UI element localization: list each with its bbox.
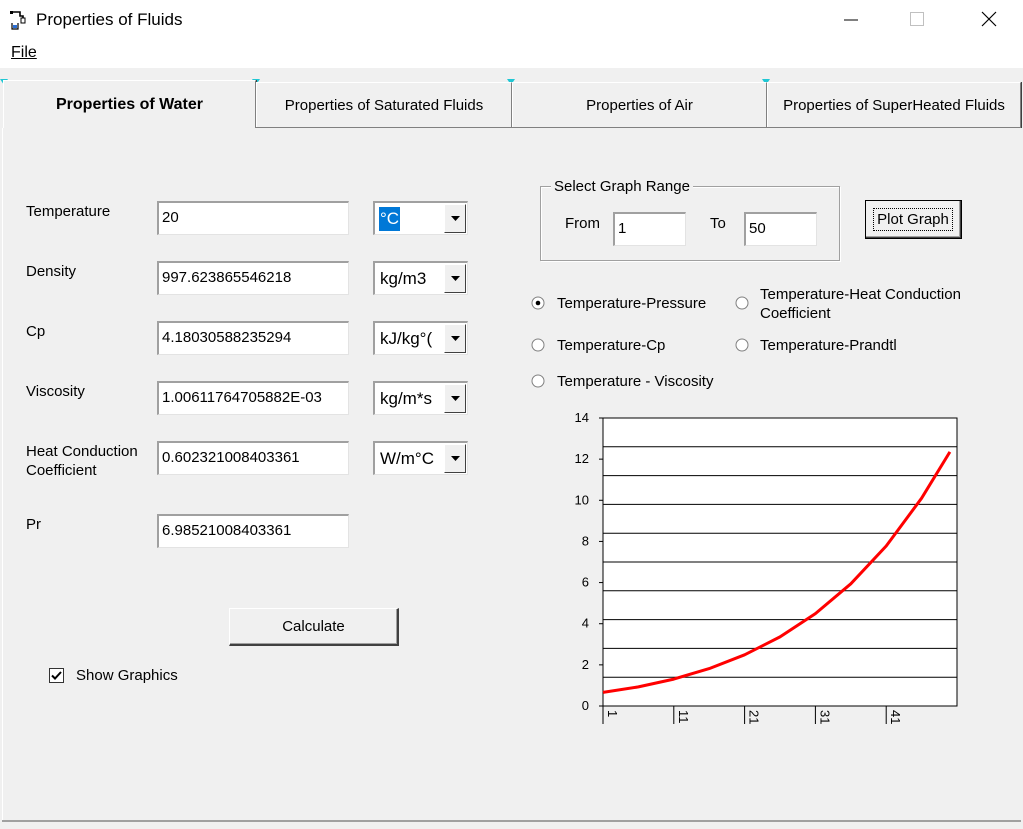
x-tick-label: 41 [888, 710, 903, 724]
window-title: Properties of Fluids [36, 10, 183, 29]
calculate-button-label: Calculate [282, 618, 345, 635]
y-tick-label: 2 [582, 657, 589, 672]
radio-temperature-prandtl-label: Temperature-Prandtl [760, 337, 897, 354]
x-tick-label: 31 [817, 710, 832, 724]
chevron-down-icon [451, 456, 460, 461]
pr-label: Pr [26, 516, 41, 533]
x-tick-label: 1 [605, 710, 620, 717]
heat-conduction-input[interactable]: 0.602321008403361 [157, 441, 349, 475]
y-tick-label: 0 [582, 698, 589, 713]
x-tick-label: 11 [676, 710, 691, 724]
cp-input[interactable]: 4.18030588235294 [157, 321, 349, 355]
tab-properties-of-saturated-fluids[interactable]: Properties of Saturated Fluids [256, 82, 512, 128]
density-unit-select[interactable]: kg/m3 [373, 261, 468, 295]
checkmark-icon [51, 671, 62, 680]
show-graphics-checkbox[interactable] [49, 668, 64, 683]
x-tick-label: 21 [747, 710, 762, 724]
pr-input[interactable]: 6.98521008403361 [157, 514, 349, 548]
tab-label: Properties of Saturated Fluids [284, 97, 484, 114]
radio-temperature-cp[interactable] [531, 338, 545, 352]
tab-label: Properties of Water [56, 95, 203, 113]
title-bar: Properties of Fluids [0, 0, 1023, 40]
y-tick-label: 4 [582, 616, 589, 631]
app-icon [10, 11, 26, 30]
heat-conduction-unit-value: W/m°C [380, 449, 435, 468]
density-unit-value: kg/m3 [380, 269, 427, 288]
temperature-unit-select[interactable]: °C [373, 201, 468, 235]
maximize-icon [910, 12, 924, 26]
maximize-button[interactable] [894, 0, 940, 40]
heat-conduction-label-line2: Coefficient [26, 462, 97, 479]
temperature-label: Temperature [26, 203, 111, 220]
series-line [602, 451, 952, 694]
radio-temperature-heat-conduction[interactable] [735, 296, 749, 310]
dropdown-button[interactable] [444, 324, 466, 353]
radio-label-line1: Temperature-Heat Conduction [760, 286, 961, 303]
dropdown-button[interactable] [444, 204, 466, 233]
plot-graph-button[interactable]: Plot Graph [865, 200, 962, 239]
heat-conduction-unit-select[interactable]: W/m°C [373, 441, 468, 475]
page-border [2, 820, 1021, 822]
from-input[interactable]: 1 [613, 212, 686, 246]
radio-temperature-prandtl[interactable] [735, 338, 749, 352]
viscosity-input[interactable]: 1.00611764705882E-03 [157, 381, 349, 415]
y-tick-label: 12 [575, 451, 589, 466]
viscosity-unit-select[interactable]: kg/m*s [373, 381, 468, 415]
plot-graph-button-label: Plot Graph [873, 207, 953, 231]
close-icon [981, 11, 997, 27]
menu-bar: File [0, 40, 1023, 68]
chevron-down-icon [451, 216, 460, 221]
y-tick-label: 6 [582, 575, 589, 590]
to-input[interactable]: 50 [744, 212, 817, 246]
radio-temperature-viscosity[interactable] [531, 374, 545, 388]
from-label: From [565, 215, 600, 232]
dropdown-button[interactable] [444, 384, 466, 413]
tab-properties-of-water[interactable]: Properties of Water [3, 80, 256, 128]
radio-temperature-pressure[interactable] [531, 296, 545, 310]
temperature-unit-value: °C [379, 207, 401, 231]
graph-range-legend: Select Graph Range [551, 178, 693, 195]
plot-border [602, 417, 958, 707]
calculate-button[interactable]: Calculate [229, 608, 399, 646]
radio-temperature-viscosity-label: Temperature - Viscosity [557, 373, 714, 390]
to-label: To [710, 215, 726, 232]
menu-file[interactable]: File [11, 44, 37, 61]
y-tick-label: 8 [582, 533, 589, 548]
radio-label-line2: Coefficient [760, 305, 831, 322]
close-button[interactable] [966, 0, 1012, 40]
viscosity-unit-value: kg/m*s [380, 389, 432, 408]
viscosity-label: Viscosity [26, 383, 85, 400]
heat-conduction-label-line1: Heat Conduction [26, 443, 138, 460]
chevron-down-icon [451, 276, 460, 281]
radio-temperature-cp-label: Temperature-Cp [557, 337, 666, 354]
temperature-input[interactable]: 20 [157, 201, 349, 235]
tab-label: Properties of SuperHeated Fluids [783, 97, 1005, 114]
tab-properties-of-air[interactable]: Properties of Air [512, 82, 767, 128]
dropdown-button[interactable] [444, 264, 466, 293]
dropdown-button[interactable] [444, 444, 466, 473]
minimize-icon [844, 19, 858, 21]
y-tick-label: 14 [575, 410, 589, 425]
show-graphics-label: Show Graphics [76, 667, 178, 684]
cp-unit-select[interactable]: kJ/kg°( [373, 321, 468, 355]
chevron-down-icon [451, 396, 460, 401]
heat-conduction-label: Heat Conduction Coefficient [26, 442, 138, 480]
tab-properties-of-superheated-fluids[interactable]: Properties of SuperHeated Fluids [767, 82, 1021, 128]
density-input[interactable]: 997.623865546218 [157, 261, 349, 295]
chevron-down-icon [451, 336, 460, 341]
minimize-button[interactable] [828, 0, 874, 40]
page-border [2, 128, 3, 822]
cp-unit-value: kJ/kg°( [380, 329, 433, 348]
density-label: Density [26, 263, 77, 280]
cp-label: Cp [26, 323, 46, 340]
radio-temperature-heat-conduction-label: Temperature-Heat Conduction Coefficient [760, 285, 961, 323]
radio-temperature-pressure-label: Temperature-Pressure [557, 295, 707, 312]
tab-divider [256, 127, 1021, 128]
y-tick-label: 10 [575, 492, 589, 507]
tab-label: Properties of Air [586, 97, 693, 114]
